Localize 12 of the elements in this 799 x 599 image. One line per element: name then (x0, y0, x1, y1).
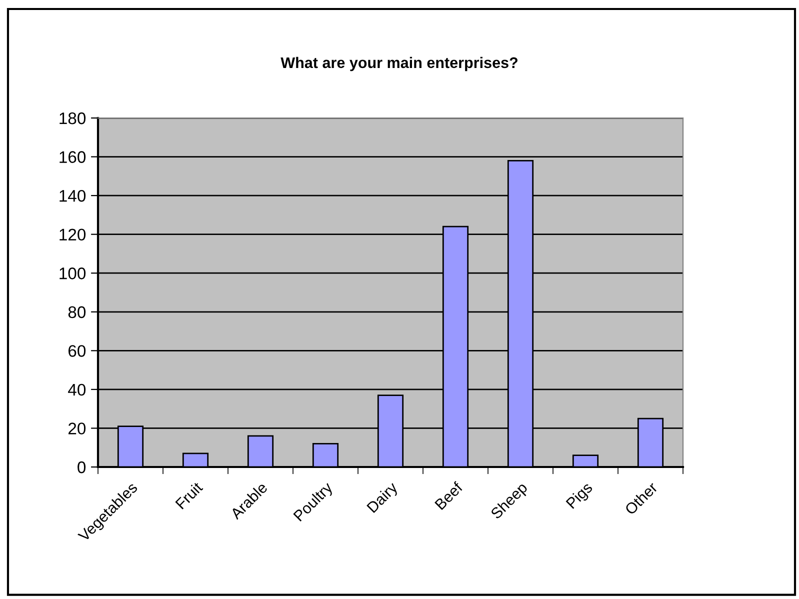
y-tick-label: 180 (60, 112, 86, 124)
y-tick-label: 80 (68, 306, 86, 318)
y-tick-label: 40 (68, 384, 86, 396)
y-tick-label: 60 (68, 345, 86, 357)
y-tick-label: 0 (78, 461, 86, 474)
y-tick-label: 160 (60, 151, 86, 163)
chart-title: What are your main enterprises? (280, 56, 518, 72)
x-tick-label: Pigs (565, 481, 596, 512)
y-tick-label: 120 (60, 228, 86, 241)
y-tick-label: 140 (60, 190, 86, 202)
y-tick-label: 100 (60, 268, 86, 280)
y-tick-label: 20 (68, 422, 86, 434)
